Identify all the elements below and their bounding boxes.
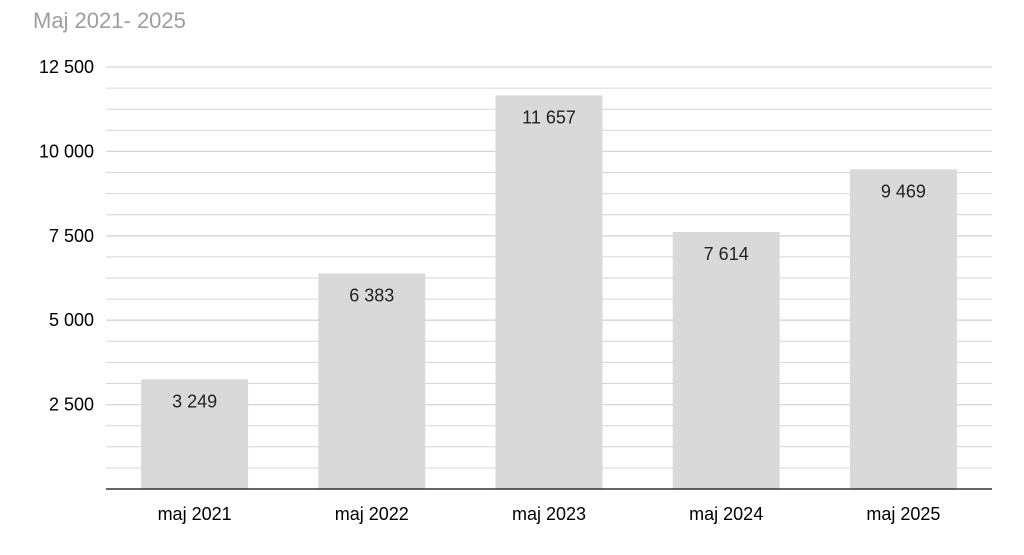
x-tick-label: maj 2021	[158, 504, 232, 524]
data-labels: 3 249 6 383 11 657 7 614 9 469	[172, 107, 926, 411]
y-axis: 2 500 5 000 7 500 10 000 12 500	[39, 57, 94, 415]
x-axis: maj 2021 maj 2022 maj 2023 maj 2024 maj 2025	[106, 488, 992, 524]
chart-title: Maj 2021- 2025	[33, 8, 186, 33]
bar	[495, 95, 603, 489]
data-label: 11 657	[522, 107, 576, 127]
y-tick-label: 7 500	[49, 226, 94, 246]
x-tick-label: maj 2023	[512, 504, 586, 524]
x-tick-label: maj 2022	[335, 504, 409, 524]
bars	[141, 95, 957, 490]
y-tick-label: 12 500	[39, 57, 94, 77]
bar	[318, 273, 426, 489]
x-tick-label: maj 2025	[866, 504, 940, 524]
y-tick-label: 5 000	[49, 310, 94, 330]
bar	[141, 379, 249, 489]
bar	[672, 231, 780, 489]
data-label: 6 383	[349, 286, 394, 306]
x-tick-label: maj 2024	[689, 504, 763, 524]
y-tick-label: 10 000	[39, 141, 94, 161]
data-label: 7 614	[704, 244, 749, 264]
data-label: 9 469	[881, 181, 926, 201]
data-label: 3 249	[172, 391, 217, 411]
y-tick-label: 2 500	[49, 395, 94, 415]
bar	[849, 169, 957, 490]
